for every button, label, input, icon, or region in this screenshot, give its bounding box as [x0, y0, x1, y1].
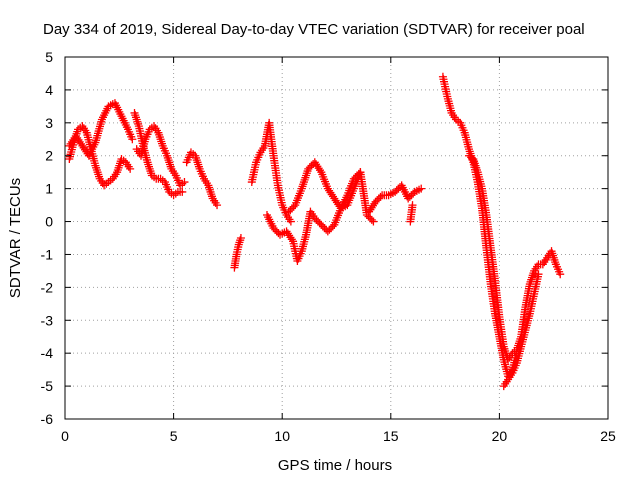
x-tick-label: 20	[492, 428, 508, 444]
data-point	[126, 164, 135, 173]
chart-title: Day 334 of 2019, Sidereal Day-to-day VTE…	[43, 21, 585, 38]
y-tick-label: 5	[45, 49, 53, 65]
series-track-C	[130, 108, 187, 200]
data-point	[376, 192, 385, 201]
series-track-M	[464, 151, 565, 364]
y-tick-label: -2	[41, 279, 54, 295]
series-track-B	[65, 99, 137, 160]
x-tick-label: 0	[61, 428, 69, 444]
y-tick-label: -3	[41, 312, 54, 328]
data-point	[315, 166, 324, 175]
data-point	[367, 215, 376, 224]
series-track-N	[499, 270, 543, 391]
data-point	[180, 178, 189, 187]
grid-layer	[65, 57, 608, 419]
x-tick-label: 15	[383, 428, 399, 444]
y-tick-label: 3	[45, 115, 53, 131]
y-axis-label: SDTVAR / TECUs	[7, 178, 24, 298]
y-tick-label: -1	[41, 246, 54, 262]
data-point	[287, 235, 296, 244]
tick-layer: 0 5 10 15 20 25 -6 -5 -4 -3 -2 -1 0 1 2 3 4 5	[41, 49, 616, 444]
y-tick-label: -4	[41, 345, 54, 361]
y-tick-label: 4	[45, 82, 53, 98]
y-tick-label: 0	[45, 214, 53, 230]
x-axis-label: GPS time / hours	[278, 457, 392, 474]
data-layer	[65, 72, 565, 391]
y-tick-label: -5	[41, 378, 54, 394]
series-track-L	[438, 72, 521, 381]
x-tick-label: 25	[600, 428, 616, 444]
series-track-D	[132, 122, 189, 190]
series-track-J	[365, 181, 426, 216]
x-tick-label: 5	[170, 428, 178, 444]
plot-frame	[64, 56, 609, 420]
data-point	[417, 184, 426, 193]
y-tick-label: 1	[45, 181, 53, 197]
data-point	[534, 270, 543, 279]
data-point	[369, 217, 378, 226]
data-point	[408, 201, 417, 210]
y-tick-label: -6	[41, 411, 54, 427]
data-point	[213, 201, 222, 210]
series-track-G	[247, 118, 295, 226]
data-point	[286, 217, 295, 226]
series-track-K	[406, 201, 417, 226]
data-point	[178, 187, 187, 196]
y-tick-label: 2	[45, 148, 53, 164]
series-track-I	[284, 158, 378, 226]
series-track-F	[230, 234, 245, 272]
data-point	[556, 270, 565, 279]
x-tick-label: 10	[274, 428, 290, 444]
series-track-E	[182, 148, 222, 210]
data-point	[236, 234, 245, 242]
data-point	[128, 135, 137, 144]
